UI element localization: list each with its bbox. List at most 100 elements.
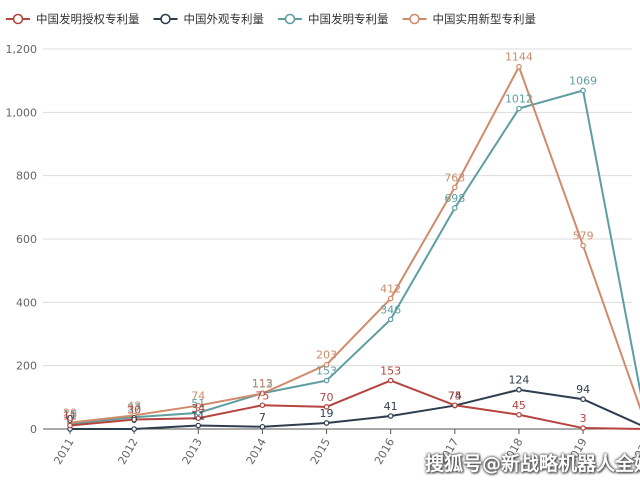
- data-point[interactable]: [323, 420, 330, 426]
- data-label: 45: [512, 399, 526, 412]
- data-label: 153: [380, 365, 401, 378]
- data-label: 7: [259, 411, 266, 424]
- data-point[interactable]: [323, 377, 330, 384]
- data-label: 30: [127, 404, 141, 417]
- y-tick-label: 1,200: [6, 43, 38, 56]
- data-point[interactable]: [387, 377, 394, 384]
- data-point[interactable]: [452, 205, 458, 211]
- data-label: 203: [316, 349, 337, 362]
- series-layer: [67, 63, 640, 432]
- data-label: 1069: [569, 74, 597, 87]
- data-point[interactable]: [131, 416, 137, 423]
- data-label: 1012: [505, 93, 533, 106]
- legend[interactable]: 中国发明授权专利量 中国外观专利量 中国发明专利量 中国实用新型专利量: [6, 12, 536, 26]
- data-point[interactable]: [195, 402, 202, 409]
- data-point[interactable]: [452, 184, 458, 191]
- data-label: 16: [63, 408, 77, 421]
- y-tick-label: 600: [16, 233, 37, 246]
- series-line: [69, 379, 640, 430]
- series-line: [70, 388, 640, 430]
- data-label: 153: [316, 365, 337, 378]
- data-point[interactable]: [580, 87, 586, 94]
- data-point[interactable]: [387, 413, 394, 419]
- legend-label: 中国发明专利量: [308, 12, 389, 26]
- data-label: 11: [191, 410, 205, 423]
- x-tick-label: 2015: [308, 436, 333, 467]
- legend-item[interactable]: 中国发明授权专利量: [6, 12, 140, 26]
- legend-item[interactable]: 中国发明专利量: [278, 12, 389, 26]
- data-label: 19: [320, 407, 334, 420]
- data-label: 3: [580, 412, 587, 425]
- data-point[interactable]: [516, 386, 522, 393]
- data-label: 11: [63, 410, 77, 423]
- data-point[interactable]: [387, 316, 394, 323]
- data-point[interactable]: [516, 63, 522, 70]
- y-axis: 0 200 400 600 800 1,000 1,200: [6, 43, 38, 436]
- data-point[interactable]: [580, 425, 586, 431]
- gridlines: [43, 48, 632, 430]
- data-point[interactable]: [259, 423, 266, 430]
- data-label: 70: [320, 391, 334, 404]
- data-point[interactable]: [516, 105, 522, 112]
- data-labels: 1637511131533466981012106952043741122034…: [63, 51, 597, 426]
- data-label: 51: [191, 397, 205, 410]
- legend-label: 中国外观专利量: [184, 12, 265, 26]
- data-label: 124: [508, 374, 529, 387]
- y-tick-label: 800: [16, 170, 37, 183]
- data-point[interactable]: [580, 396, 586, 403]
- legend-marker-icon: [160, 13, 171, 25]
- watermark: 搜狐号@新战略机器人全媒体: [425, 453, 640, 475]
- y-tick-label: 200: [16, 360, 37, 373]
- data-point[interactable]: [323, 361, 330, 368]
- legend-item[interactable]: 中国实用新型专利量: [402, 12, 537, 26]
- data-label: 0: [131, 413, 138, 426]
- legend-item[interactable]: 中国外观专利量: [153, 12, 265, 26]
- data-label: 0: [67, 413, 74, 426]
- data-label: 74: [448, 390, 462, 403]
- x-tick-label: 2012: [115, 436, 140, 467]
- data-point[interactable]: [195, 422, 202, 429]
- data-label: 1144: [505, 51, 533, 64]
- y-tick-label: 0: [30, 423, 37, 436]
- x-tick-label: 2014: [244, 436, 269, 467]
- data-label: 698: [444, 192, 465, 205]
- data-point[interactable]: [259, 402, 266, 409]
- series-line: [69, 89, 640, 425]
- data-label: 75: [255, 389, 269, 402]
- legend-marker-icon: [284, 13, 296, 25]
- data-point[interactable]: [195, 415, 202, 422]
- data-label: 20: [63, 407, 77, 420]
- data-label: 74: [191, 390, 205, 403]
- data-point[interactable]: [131, 426, 137, 432]
- data-label: 112: [252, 378, 273, 391]
- x-tick-label: 2013: [180, 436, 205, 467]
- x-tick-label: 2016: [372, 436, 397, 467]
- data-label: 412: [380, 283, 401, 296]
- legend-marker-icon: [409, 13, 420, 25]
- data-point[interactable]: [67, 422, 73, 429]
- data-point[interactable]: [323, 404, 330, 410]
- data-point[interactable]: [580, 242, 586, 249]
- data-point[interactable]: [195, 410, 202, 416]
- y-tick-label: 400: [16, 296, 37, 309]
- legend-marker-icon: [12, 13, 24, 25]
- data-point[interactable]: [259, 390, 266, 397]
- data-label: 41: [384, 400, 398, 413]
- data-point[interactable]: [516, 411, 522, 418]
- data-point[interactable]: [452, 402, 458, 409]
- x-tick-label: 2020: [629, 436, 640, 467]
- data-label: 113: [252, 377, 273, 390]
- data-label: 94: [576, 383, 590, 396]
- data-label: 579: [573, 230, 594, 243]
- data-label: 34: [191, 402, 205, 415]
- data-label: 37: [127, 401, 141, 414]
- data-label: 43: [127, 399, 141, 412]
- legend-label: 中国发明授权专利量: [36, 12, 140, 26]
- x-tick-label: 2011: [51, 436, 76, 467]
- y-tick-label: 1,000: [6, 106, 38, 119]
- data-label: 763: [444, 171, 465, 184]
- data-label: 346: [380, 303, 401, 316]
- data-point[interactable]: [387, 295, 394, 302]
- series-line: [69, 64, 640, 424]
